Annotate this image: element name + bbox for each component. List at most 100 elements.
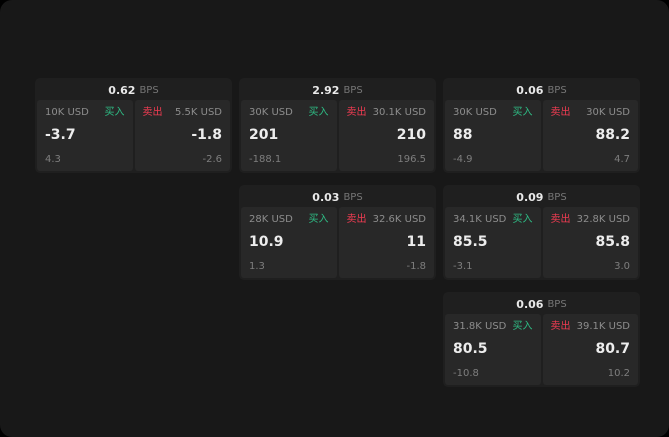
buy-delta: 1.3	[249, 260, 265, 272]
quote-card: 0.62 BPS 10K USD 买入 -3.7 4.3 卖出 5.5K USD	[35, 78, 232, 173]
sell-panel[interactable]: 卖出 30K USD 88.2 4.7	[542, 100, 638, 171]
sell-panel[interactable]: 卖出 32.8K USD 85.8 3.0	[542, 207, 638, 278]
quote-card: 0.09 BPS 34.1K USD 买入 85.5 -3.1 卖出 32.8K…	[443, 185, 640, 280]
bps-value: 0.06	[516, 297, 544, 311]
sell-side-label: 卖出	[550, 107, 571, 118]
buy-amount: 34.1K USD	[453, 214, 507, 225]
quote-body: 30K USD 买入 88 -4.9 卖出 30K USD 88.2 4.7	[445, 100, 638, 171]
sell-panel-top: 卖出 32.8K USD	[551, 214, 631, 225]
buy-side-label: 买入	[512, 321, 533, 332]
sell-delta: 4.7	[614, 153, 630, 165]
buy-delta: -10.8	[453, 367, 479, 379]
quote-body: 10K USD 买入 -3.7 4.3 卖出 5.5K USD -1.8 -2.…	[37, 100, 230, 171]
sell-panel[interactable]: 卖出 30.1K USD 210 196.5	[338, 100, 434, 171]
buy-delta: 4.3	[45, 153, 61, 165]
sell-amount: 30K USD	[586, 107, 630, 118]
sell-delta: 196.5	[397, 153, 426, 165]
buy-price: 80.5	[453, 341, 488, 358]
sell-panel-top: 卖出 5.5K USD	[143, 107, 223, 118]
buy-delta: -188.1	[249, 153, 282, 165]
buy-amount: 10K USD	[45, 107, 89, 118]
buy-panel[interactable]: 30K USD 买入 88 -4.9	[445, 100, 541, 171]
bps-label: BPS	[343, 84, 363, 96]
bps-value: 0.62	[108, 83, 136, 97]
buy-panel-top: 30K USD 买入	[249, 107, 329, 118]
bps-value: 0.09	[516, 190, 544, 204]
sell-price: 11	[406, 234, 426, 251]
sell-panel[interactable]: 卖出 39.1K USD 80.7 10.2	[542, 314, 638, 385]
buy-side-label: 买入	[512, 107, 533, 118]
sell-panel-top: 卖出 30.1K USD	[347, 107, 427, 118]
sell-delta: 3.0	[614, 260, 630, 272]
sell-price: -1.8	[191, 127, 222, 144]
bps-header: 0.06 BPS	[445, 80, 638, 100]
buy-amount: 30K USD	[249, 107, 293, 118]
bps-label: BPS	[139, 84, 159, 96]
bps-label: BPS	[343, 191, 363, 203]
buy-panel[interactable]: 34.1K USD 买入 85.5 -3.1	[445, 207, 541, 278]
buy-price: 85.5	[453, 234, 488, 251]
bps-label: BPS	[547, 191, 567, 203]
buy-side-label: 买入	[512, 214, 533, 225]
bps-value: 0.03	[312, 190, 340, 204]
sell-panel-top: 卖出 30K USD	[551, 107, 631, 118]
buy-panel-top: 30K USD 买入	[453, 107, 533, 118]
buy-delta: -4.9	[453, 153, 473, 165]
buy-side-label: 买入	[104, 107, 125, 118]
quote-card: 0.03 BPS 28K USD 买入 10.9 1.3 卖出 32.6K US…	[239, 185, 436, 280]
buy-price: 88	[453, 127, 473, 144]
sell-amount: 30.1K USD	[372, 107, 426, 118]
buy-price: 10.9	[249, 234, 284, 251]
buy-side-label: 买入	[308, 107, 329, 118]
bps-label: BPS	[547, 298, 567, 310]
buy-delta: -3.1	[453, 260, 473, 272]
buy-price: 201	[249, 127, 279, 144]
sell-panel[interactable]: 卖出 32.6K USD 11 -1.8	[338, 207, 434, 278]
sell-delta: -1.8	[406, 260, 426, 272]
buy-panel[interactable]: 10K USD 买入 -3.7 4.3	[37, 100, 133, 171]
sell-side-label: 卖出	[550, 321, 571, 332]
quote-body: 31.8K USD 买入 80.5 -10.8 卖出 39.1K USD 80.…	[445, 314, 638, 385]
sell-amount: 32.6K USD	[372, 214, 426, 225]
buy-panel-top: 10K USD 买入	[45, 107, 125, 118]
sell-side-label: 卖出	[346, 107, 367, 118]
quote-body: 30K USD 买入 201 -188.1 卖出 30.1K USD 210 1…	[241, 100, 434, 171]
sell-panel-top: 卖出 32.6K USD	[347, 214, 427, 225]
sell-delta: 10.2	[607, 367, 630, 379]
sell-panel-top: 卖出 39.1K USD	[551, 321, 631, 332]
bps-label: BPS	[547, 84, 567, 96]
buy-panel-top: 31.8K USD 买入	[453, 321, 533, 332]
quote-grid: 0.62 BPS 10K USD 买入 -3.7 4.3 卖出 5.5K USD	[35, 78, 640, 387]
bps-header: 2.92 BPS	[241, 80, 434, 100]
sell-panel[interactable]: 卖出 5.5K USD -1.8 -2.6	[134, 100, 230, 171]
quote-body: 34.1K USD 买入 85.5 -3.1 卖出 32.8K USD 85.8…	[445, 207, 638, 278]
bps-header: 0.62 BPS	[37, 80, 230, 100]
sell-price: 80.7	[595, 341, 630, 358]
bps-header: 0.09 BPS	[445, 187, 638, 207]
buy-panel[interactable]: 31.8K USD 买入 80.5 -10.8	[445, 314, 541, 385]
bps-value: 2.92	[312, 83, 340, 97]
quote-body: 28K USD 买入 10.9 1.3 卖出 32.6K USD 11 -1.8	[241, 207, 434, 278]
buy-panel[interactable]: 30K USD 买入 201 -188.1	[241, 100, 337, 171]
quote-card: 2.92 BPS 30K USD 买入 201 -188.1 卖出 30.1K …	[239, 78, 436, 173]
sell-price: 85.8	[595, 234, 630, 251]
buy-side-label: 买入	[308, 214, 329, 225]
sell-side-label: 卖出	[346, 214, 367, 225]
buy-panel-top: 34.1K USD 买入	[453, 214, 533, 225]
bps-header: 0.06 BPS	[445, 294, 638, 314]
buy-price: -3.7	[45, 127, 76, 144]
quote-card: 0.06 BPS 30K USD 买入 88 -4.9 卖出 30K USD	[443, 78, 640, 173]
sell-amount: 5.5K USD	[174, 107, 222, 118]
sell-side-label: 卖出	[142, 107, 163, 118]
buy-panel[interactable]: 28K USD 买入 10.9 1.3	[241, 207, 337, 278]
buy-amount: 30K USD	[453, 107, 497, 118]
buy-amount: 28K USD	[249, 214, 293, 225]
bps-value: 0.06	[516, 83, 544, 97]
sell-price: 210	[396, 127, 426, 144]
sell-price: 88.2	[595, 127, 630, 144]
sell-side-label: 卖出	[550, 214, 571, 225]
sell-delta: -2.6	[202, 153, 222, 165]
bps-header: 0.03 BPS	[241, 187, 434, 207]
sell-amount: 39.1K USD	[576, 321, 630, 332]
